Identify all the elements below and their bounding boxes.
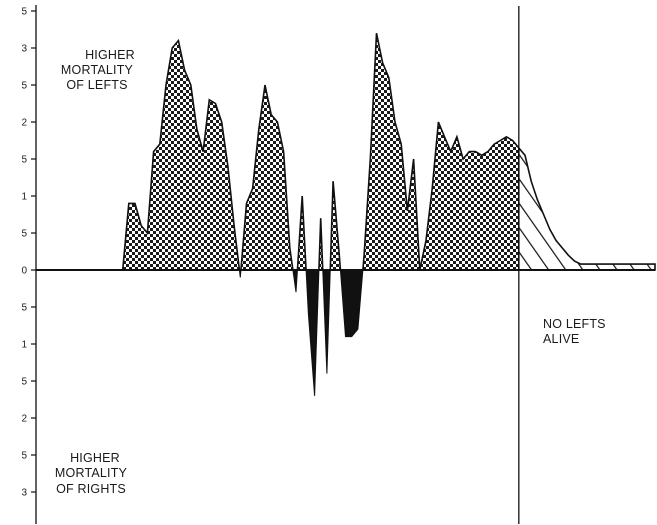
annotation-right-line-2: ALIVE <box>543 332 579 346</box>
y-tick-label: 5 <box>21 303 27 314</box>
annotation-higher-mortality-lefts: HIGHER MORTALITY OF LEFTS <box>61 48 135 92</box>
annotation-bottom-line-1: HIGHER <box>70 451 120 465</box>
annotation-higher-mortality-rights: HIGHER MORTALITY OF RIGHTS <box>55 451 128 496</box>
annotation-bottom-line-2: MORTALITY <box>55 466 128 480</box>
y-tick-label: 2 <box>21 414 27 425</box>
y-tick-label: 1 <box>21 192 27 203</box>
area-hatched-series-1 <box>518 145 656 271</box>
annotation-bottom-line-3: OF RIGHTS <box>56 482 126 496</box>
annotation-top-line-2: MORTALITY <box>61 63 134 77</box>
y-tick-label: 5 <box>21 451 27 462</box>
y-tick-label: 3 <box>21 44 27 55</box>
y-tick-label: 1 <box>21 340 27 351</box>
y-tick-label: 2 <box>21 118 27 129</box>
y-tick-label: 5 <box>21 155 27 166</box>
data-areas <box>36 33 656 396</box>
annotation-top-line-3: OF LEFTS <box>66 78 127 92</box>
y-tick-label: 5 <box>21 229 27 240</box>
y-tick-label: 3 <box>21 488 27 499</box>
annotation-right-line-1: NO LEFTS <box>543 317 606 331</box>
y-tick-label: 5 <box>21 81 27 92</box>
y-tick-label: 5 <box>21 377 27 388</box>
area-positive-checkered-series-0 <box>36 33 520 270</box>
y-tick-label: 5 <box>21 7 27 18</box>
y-tick-label: 0 <box>21 266 27 277</box>
annotation-top-line-1: HIGHER <box>85 48 135 62</box>
y-axis-ticks: 5 3 5 2 5 1 5 0 5 1 5 2 5 3 <box>21 7 36 499</box>
area-negative-solid-series-0 <box>36 270 520 396</box>
annotation-no-lefts-alive: NO LEFTS ALIVE <box>543 317 606 346</box>
